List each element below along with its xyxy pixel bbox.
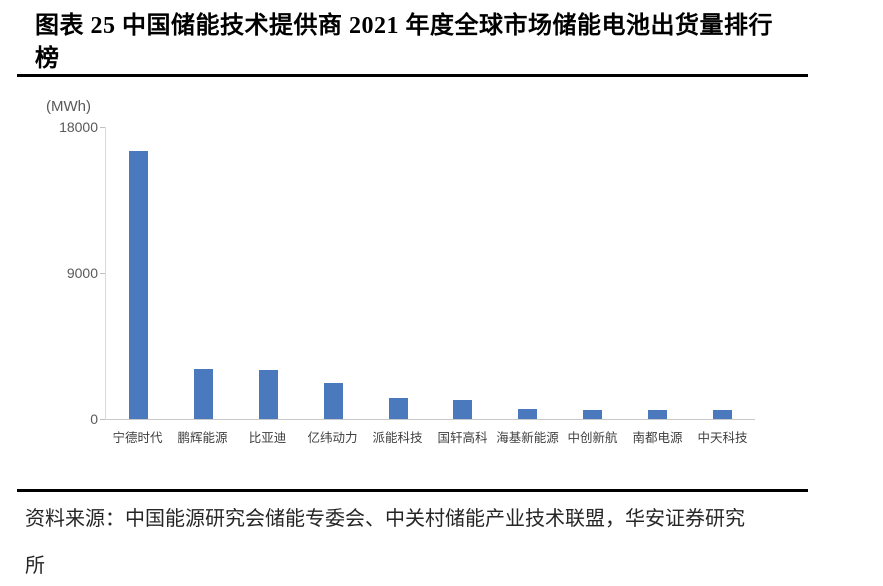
bar-slot xyxy=(431,127,496,419)
bar-slot xyxy=(625,127,690,419)
x-axis-label-2: 鹏辉能源 xyxy=(177,431,228,445)
bar-slot xyxy=(560,127,625,419)
bar-7 xyxy=(518,409,538,419)
bar-slot xyxy=(236,127,301,419)
x-axis-label-1: 宁德时代 xyxy=(112,431,163,445)
x-axis-label-4: 亿纬动力 xyxy=(307,431,358,445)
bar-10 xyxy=(713,410,733,419)
y-tick-mark xyxy=(100,419,106,420)
bar-slot xyxy=(495,127,560,419)
plot-area xyxy=(105,127,755,420)
x-labels-row: 宁德时代 鹏辉能源 比亚迪 亿纬动力 派能科技 国轩高科 海基新能源 中创新航 南都电源 中天科技 xyxy=(105,427,755,446)
figure-title-line-2: 榜 xyxy=(35,46,60,72)
bar-6 xyxy=(453,399,473,419)
figure-title: 图表 25 中国储能技术提供商 2021 年度全球市场储能电池出货量排行 榜 xyxy=(35,10,835,76)
source-note: 资料来源：中国能源研究会储能专委会、中关村储能产业技术联盟，华安证券研究 所 xyxy=(25,496,855,586)
bar-9 xyxy=(648,409,668,419)
bar-4 xyxy=(323,383,343,419)
bar-slot xyxy=(171,127,236,419)
source-note-line-1: 资料来源：中国能源研究会储能专委会、中关村储能产业技术联盟，华安证券研究 xyxy=(25,508,745,530)
y-tick-label-0: 0 xyxy=(90,411,98,427)
x-axis-label-7: 海基新能源 xyxy=(496,431,559,445)
bar-5 xyxy=(388,397,408,419)
figure-title-line-1: 图表 25 中国储能技术提供商 2021 年度全球市场储能电池出货量排行 xyxy=(35,13,773,39)
bar-slot xyxy=(690,127,755,419)
bar-slot xyxy=(366,127,431,419)
bar-chart: (MWh) 18000 9000 0 宁德时代 鹏辉能源 比亚迪 亿纬动力 派能科技 国轩… xyxy=(0,90,883,460)
source-note-line-2: 所 xyxy=(25,555,45,577)
y-tick-label-9000: 9000 xyxy=(66,265,98,281)
bar-2 xyxy=(193,368,213,419)
title-divider-rule xyxy=(17,74,808,77)
bars-row xyxy=(106,127,755,419)
bar-slot xyxy=(106,127,171,419)
x-axis-label-10: 中天科技 xyxy=(697,431,748,445)
x-axis-label-9: 南都电源 xyxy=(632,431,683,445)
y-tick-mark xyxy=(100,273,106,274)
y-tick-label-18000: 18000 xyxy=(59,119,98,135)
y-axis-unit-label: (MWh) xyxy=(46,98,91,115)
x-axis-label-6: 国轩高科 xyxy=(437,431,488,445)
bar-slot xyxy=(301,127,366,419)
y-tick-mark xyxy=(100,127,106,128)
bar-8 xyxy=(583,409,603,419)
bar-3 xyxy=(258,370,278,419)
x-axis-label-3: 比亚迪 xyxy=(248,431,287,445)
bar-1 xyxy=(128,151,148,419)
x-axis-label-8: 中创新航 xyxy=(567,431,618,445)
x-axis-label-5: 派能科技 xyxy=(372,431,423,445)
source-divider-rule xyxy=(17,489,808,492)
